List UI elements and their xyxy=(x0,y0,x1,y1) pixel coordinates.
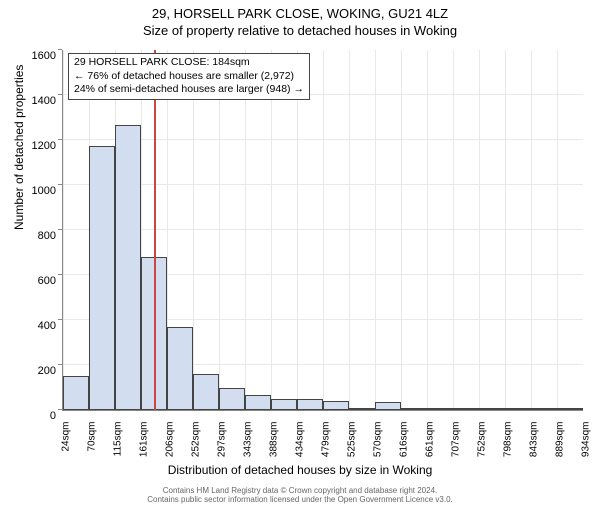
histogram-bar xyxy=(401,408,427,410)
histogram-bar xyxy=(89,146,115,410)
histogram-bar xyxy=(531,408,557,410)
y-tick-label: 1200 xyxy=(16,140,56,152)
plot-area: 29 HORSELL PARK CLOSE: 184sqm ← 76% of d… xyxy=(62,50,583,411)
histogram-bar xyxy=(63,376,89,410)
callout-line: ← 76% of detached houses are smaller (2,… xyxy=(74,70,304,84)
y-tick-label: 1000 xyxy=(16,185,56,197)
histogram-bar xyxy=(297,399,323,410)
x-axis-label: Distribution of detached houses by size … xyxy=(0,463,600,477)
callout-box: 29 HORSELL PARK CLOSE: 184sqm ← 76% of d… xyxy=(68,53,310,100)
y-tick-label: 0 xyxy=(16,410,56,422)
footer-line: Contains public sector information licen… xyxy=(0,495,600,504)
callout-line: 24% of semi-detached houses are larger (… xyxy=(74,83,304,97)
page-title: 29, HORSELL PARK CLOSE, WOKING, GU21 4LZ xyxy=(0,6,600,21)
histogram-bar xyxy=(557,408,583,410)
histogram-bar xyxy=(323,401,349,410)
y-tick-label: 800 xyxy=(16,230,56,242)
y-tick-label: 1600 xyxy=(16,50,56,62)
histogram-bar xyxy=(271,399,297,410)
y-tick-label: 600 xyxy=(16,275,56,287)
y-tick-label: 200 xyxy=(16,365,56,377)
histogram-bar xyxy=(505,408,531,410)
callout-line: 29 HORSELL PARK CLOSE: 184sqm xyxy=(74,56,304,70)
property-marker-line xyxy=(154,50,156,410)
y-tick-label: 400 xyxy=(16,320,56,332)
y-tick-label: 1400 xyxy=(16,95,56,107)
histogram-bar xyxy=(375,402,401,410)
page-subtitle: Size of property relative to detached ho… xyxy=(0,23,600,38)
histogram-bar xyxy=(427,408,453,410)
histogram-bar xyxy=(219,388,245,411)
histogram-bar xyxy=(479,408,505,410)
histogram-bar xyxy=(245,395,271,410)
histogram-bar xyxy=(453,408,479,410)
histogram-chart: 29 HORSELL PARK CLOSE: 184sqm ← 76% of d… xyxy=(62,50,582,410)
footer-line: Contains HM Land Registry data © Crown c… xyxy=(0,486,600,495)
footer-attribution: Contains HM Land Registry data © Crown c… xyxy=(0,486,600,504)
histogram-bar xyxy=(115,125,141,410)
histogram-bar xyxy=(349,408,375,410)
histogram-bar xyxy=(193,374,219,410)
histogram-bar xyxy=(167,327,193,410)
